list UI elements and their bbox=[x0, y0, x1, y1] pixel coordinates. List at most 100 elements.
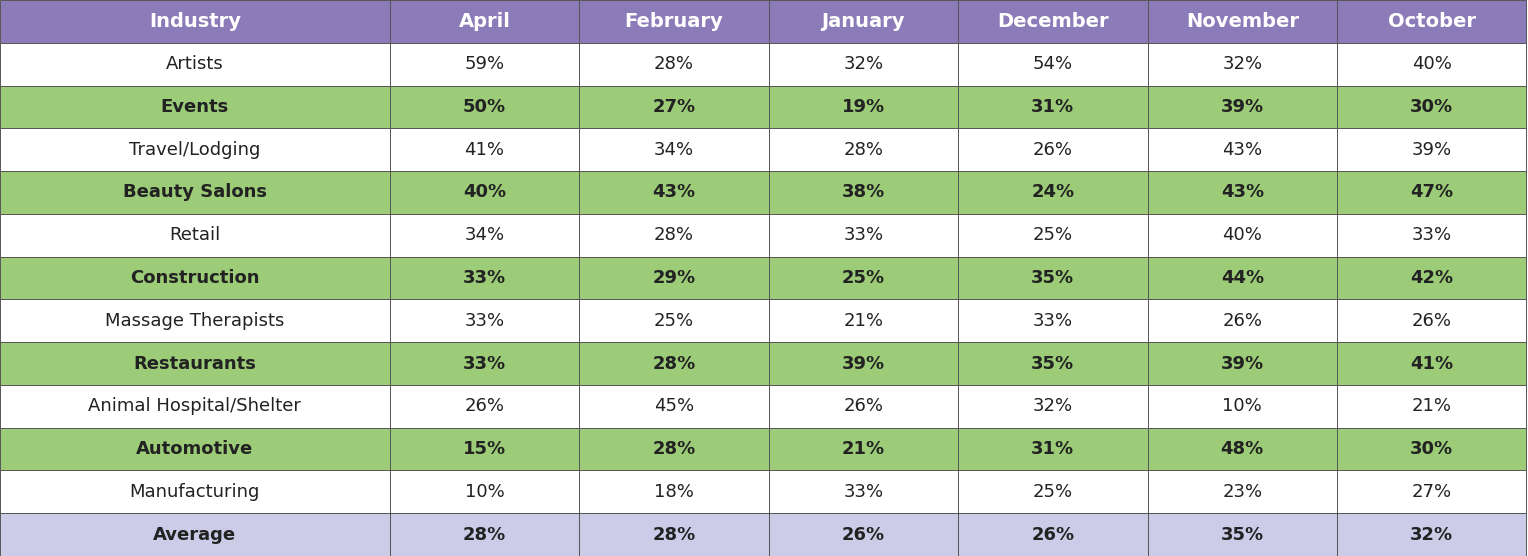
Bar bbox=[0, 513, 390, 556]
Bar bbox=[1337, 128, 1526, 171]
Bar bbox=[1148, 257, 1337, 299]
Text: 28%: 28% bbox=[652, 440, 695, 458]
Text: 59%: 59% bbox=[465, 55, 504, 73]
Bar bbox=[769, 128, 958, 171]
Bar bbox=[958, 43, 1148, 86]
Text: April: April bbox=[458, 12, 510, 31]
Text: Average: Average bbox=[153, 525, 237, 544]
Text: 35%: 35% bbox=[1031, 269, 1074, 287]
Bar bbox=[958, 171, 1148, 214]
Text: Massage Therapists: Massage Therapists bbox=[105, 312, 284, 330]
Bar bbox=[390, 171, 579, 214]
Bar bbox=[769, 299, 958, 342]
Bar bbox=[1148, 470, 1337, 513]
Text: 39%: 39% bbox=[1221, 355, 1264, 373]
Bar bbox=[390, 257, 579, 299]
Bar bbox=[0, 342, 390, 385]
Bar bbox=[769, 171, 958, 214]
Text: 21%: 21% bbox=[842, 440, 885, 458]
Bar bbox=[1148, 171, 1337, 214]
Bar bbox=[0, 428, 390, 470]
Bar bbox=[1337, 342, 1526, 385]
Text: 31%: 31% bbox=[1031, 98, 1074, 116]
Bar bbox=[390, 428, 579, 470]
Bar bbox=[1337, 385, 1526, 428]
Bar bbox=[1337, 171, 1526, 214]
Text: 40%: 40% bbox=[463, 183, 506, 201]
Text: Industry: Industry bbox=[148, 12, 241, 31]
Text: 26%: 26% bbox=[1412, 312, 1452, 330]
Text: 48%: 48% bbox=[1221, 440, 1264, 458]
Text: 38%: 38% bbox=[842, 183, 885, 201]
Text: Automotive: Automotive bbox=[136, 440, 254, 458]
Bar bbox=[1148, 385, 1337, 428]
Text: Artists: Artists bbox=[167, 55, 223, 73]
Bar bbox=[579, 428, 769, 470]
Text: 35%: 35% bbox=[1031, 355, 1074, 373]
Bar bbox=[0, 171, 390, 214]
Bar bbox=[579, 128, 769, 171]
Text: 23%: 23% bbox=[1222, 483, 1262, 501]
Bar bbox=[1337, 43, 1526, 86]
Text: 21%: 21% bbox=[1412, 398, 1452, 415]
Bar bbox=[769, 470, 958, 513]
Text: 31%: 31% bbox=[1031, 440, 1074, 458]
Bar bbox=[769, 214, 958, 257]
Text: 19%: 19% bbox=[842, 98, 885, 116]
Bar bbox=[390, 43, 579, 86]
Text: 18%: 18% bbox=[654, 483, 694, 501]
Text: Beauty Salons: Beauty Salons bbox=[122, 183, 267, 201]
Bar bbox=[769, 86, 958, 128]
Text: 30%: 30% bbox=[1410, 98, 1453, 116]
Bar bbox=[769, 385, 958, 428]
Text: 28%: 28% bbox=[654, 226, 694, 244]
Text: October: October bbox=[1387, 12, 1476, 31]
Bar bbox=[958, 0, 1148, 43]
Bar bbox=[579, 299, 769, 342]
Text: 10%: 10% bbox=[465, 483, 504, 501]
Bar bbox=[390, 342, 579, 385]
Bar bbox=[1148, 513, 1337, 556]
Text: 34%: 34% bbox=[465, 226, 504, 244]
Bar bbox=[1148, 342, 1337, 385]
Text: 34%: 34% bbox=[654, 141, 694, 158]
Text: 33%: 33% bbox=[843, 226, 883, 244]
Bar bbox=[390, 513, 579, 556]
Bar bbox=[1337, 470, 1526, 513]
Text: 24%: 24% bbox=[1031, 183, 1074, 201]
Text: Restaurants: Restaurants bbox=[133, 355, 257, 373]
Bar bbox=[1148, 299, 1337, 342]
Text: 54%: 54% bbox=[1033, 55, 1073, 73]
Bar bbox=[958, 470, 1148, 513]
Bar bbox=[579, 342, 769, 385]
Bar bbox=[390, 0, 579, 43]
Text: 43%: 43% bbox=[1221, 183, 1264, 201]
Bar bbox=[0, 0, 390, 43]
Text: 39%: 39% bbox=[1221, 98, 1264, 116]
Text: 41%: 41% bbox=[465, 141, 504, 158]
Text: 32%: 32% bbox=[1222, 55, 1262, 73]
Bar bbox=[579, 43, 769, 86]
Text: 39%: 39% bbox=[1412, 141, 1452, 158]
Text: December: December bbox=[996, 12, 1109, 31]
Text: 33%: 33% bbox=[1033, 312, 1073, 330]
Bar bbox=[390, 86, 579, 128]
Bar bbox=[390, 385, 579, 428]
Bar bbox=[0, 128, 390, 171]
Bar bbox=[390, 299, 579, 342]
Bar bbox=[769, 43, 958, 86]
Bar bbox=[1148, 128, 1337, 171]
Bar bbox=[958, 385, 1148, 428]
Text: 26%: 26% bbox=[465, 398, 504, 415]
Text: 30%: 30% bbox=[1410, 440, 1453, 458]
Text: Events: Events bbox=[160, 98, 229, 116]
Text: 25%: 25% bbox=[1033, 226, 1073, 244]
Text: Animal Hospital/Shelter: Animal Hospital/Shelter bbox=[89, 398, 301, 415]
Bar bbox=[1337, 257, 1526, 299]
Bar bbox=[390, 470, 579, 513]
Text: 26%: 26% bbox=[1031, 525, 1074, 544]
Text: Travel/Lodging: Travel/Lodging bbox=[130, 141, 260, 158]
Bar bbox=[1337, 214, 1526, 257]
Text: 32%: 32% bbox=[1033, 398, 1073, 415]
Text: 33%: 33% bbox=[463, 269, 506, 287]
